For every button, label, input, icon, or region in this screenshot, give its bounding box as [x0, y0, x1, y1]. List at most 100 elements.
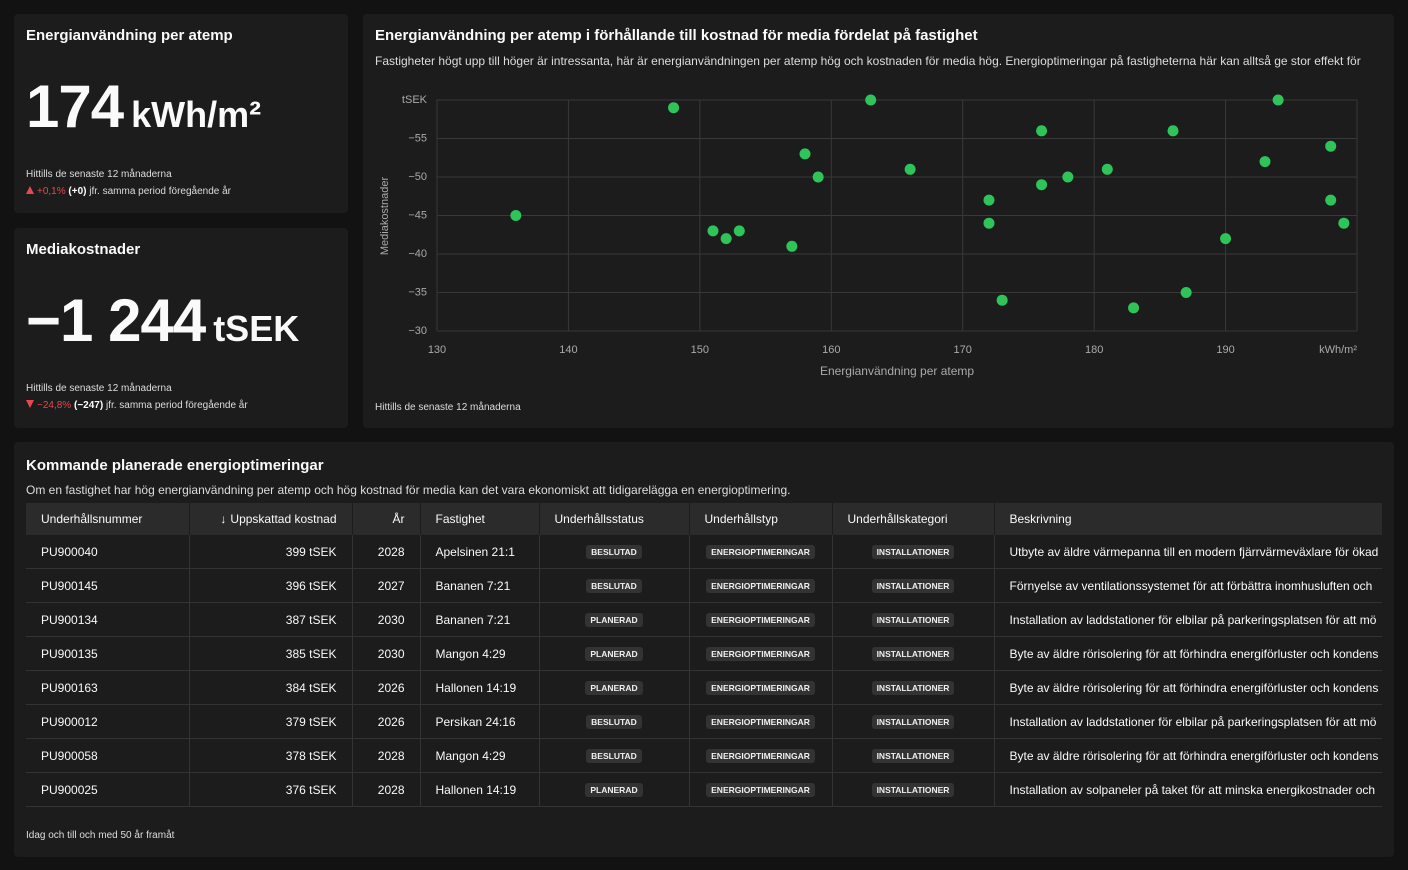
kpi-title: Energianvändning per atemp	[26, 27, 233, 44]
table-cell: 2028	[352, 772, 421, 807]
table-cell: BESLUTAD	[539, 704, 690, 739]
column-header[interactable]: ↓ Uppskattad kostnad	[189, 503, 353, 535]
table-row: PU900145 396 tSEK 2027 Bananen 7:21 BESLUTAD…	[26, 568, 1382, 603]
column-header[interactable]: Beskrivning	[994, 503, 1382, 535]
table-cell: ENERGIOPTIMERINGAR	[689, 602, 833, 637]
table-cell: 384 tSEK	[189, 670, 353, 705]
data-point	[1036, 179, 1048, 191]
badge: ENERGIOPTIMERINGAR	[706, 647, 815, 661]
table-cell: 2028	[352, 738, 421, 773]
table-row: PU900058 378 tSEK 2028 Mangon 4:29 BESLUTAD E…	[26, 738, 1382, 773]
data-point	[1220, 233, 1232, 245]
table-cell: ENERGIOPTIMERINGAR	[689, 568, 833, 603]
x-tick-label: kWh/m²	[1319, 344, 1357, 356]
table-cell: Installation av solpaneler på taket för …	[994, 772, 1382, 807]
column-header[interactable]: Underhållstyp	[689, 503, 833, 535]
column-label: Underhållsstatus	[554, 512, 644, 526]
x-tick-label: 150	[691, 344, 709, 356]
badge: ENERGIOPTIMERINGAR	[706, 783, 815, 797]
data-point	[996, 294, 1008, 306]
table-cell: Byte av äldre rörisolering för att förhi…	[994, 636, 1382, 671]
table-cell: Bananen 7:21	[420, 602, 540, 637]
table-cell: 2030	[352, 602, 421, 637]
column-header[interactable]: Underhållsstatus	[539, 503, 690, 535]
y-tick-label: −45	[408, 209, 427, 221]
x-axis-label: Energianvändning per atemp	[820, 364, 974, 378]
x-tick-label: 160	[822, 344, 840, 356]
y-tick-label: −35	[408, 286, 427, 298]
table-cell: Mangon 4:29	[420, 738, 540, 773]
sort-icon: ↓	[220, 512, 227, 526]
table-cell: PLANERAD	[539, 670, 690, 705]
data-point	[733, 225, 745, 237]
badge: BESLUTAD	[586, 579, 642, 593]
table-cell: ENERGIOPTIMERINGAR	[689, 535, 833, 569]
data-point	[1272, 94, 1284, 106]
table-cell: ENERGIOPTIMERINGAR	[689, 738, 833, 773]
chart-title: Energianvändning per atemp i förhållande…	[375, 27, 978, 44]
kpi-delta: +0,1% (+0) jfr. samma period föregående …	[26, 186, 231, 197]
badge: ENERGIOPTIMERINGAR	[706, 579, 815, 593]
table-cell: Mangon 4:29	[420, 636, 540, 671]
data-point	[1101, 163, 1113, 175]
table-subtitle: Om en fastighet har hög energianvändning…	[26, 483, 791, 497]
kpi-card: Mediakostnader −1 244 tSEK Hittills de se…	[14, 228, 348, 428]
table-cell: ENERGIOPTIMERINGAR	[689, 772, 833, 807]
data-point	[812, 171, 824, 183]
badge: PLANERAD	[585, 783, 643, 797]
x-tick-label: 170	[954, 344, 972, 356]
data-point	[1180, 287, 1192, 298]
table-cell: ENERGIOPTIMERINGAR	[689, 704, 833, 739]
table-cell: PU900025	[26, 772, 190, 807]
chart-card: Energianvändning per atemp i förhållande…	[363, 14, 1394, 428]
badge: ENERGIOPTIMERINGAR	[706, 681, 815, 695]
data-point	[1325, 194, 1337, 206]
y-tick-label: −30	[408, 325, 427, 337]
table-footnote: Idag och till och med 50 år framåt	[26, 830, 175, 841]
badge: INSTALLATIONER	[871, 545, 955, 559]
table-cell: Hallonen 14:19	[420, 670, 540, 705]
table-cell: BESLUTAD	[539, 535, 690, 569]
data-table: Underhållsnummer ↓ Uppskattad kostnad År Fas…	[26, 503, 1382, 807]
badge: BESLUTAD	[586, 715, 642, 729]
delta-pct: −24,8%	[37, 400, 72, 411]
data-point	[1325, 140, 1337, 152]
table-cell: BESLUTAD	[539, 738, 690, 773]
table-row: PU900040 399 tSEK 2028 Apelsinen 21:1 BESLUT…	[26, 535, 1382, 569]
column-label: Uppskattad kostnad	[230, 512, 337, 526]
x-tick-label: 190	[1216, 344, 1234, 356]
delta-abs: (−247)	[73, 400, 104, 411]
column-label: Underhållsnummer	[41, 512, 143, 526]
delta-comparison: jfr. samma period föregående år	[105, 400, 248, 411]
table-cell: PU900135	[26, 636, 190, 671]
data-point	[1259, 156, 1271, 168]
badge: ENERGIOPTIMERINGAR	[706, 749, 815, 763]
table-cell: BESLUTAD	[539, 568, 690, 603]
column-header[interactable]: Underhållskategori	[832, 503, 995, 535]
table-cell: PU900145	[26, 568, 190, 603]
table-cell: PU900012	[26, 704, 190, 739]
table-cell: INSTALLATIONER	[832, 738, 995, 773]
table-cell: PU900058	[26, 738, 190, 773]
table-cell: 2027	[352, 568, 421, 603]
badge: INSTALLATIONER	[871, 783, 955, 797]
badge: INSTALLATIONER	[871, 749, 955, 763]
chart-subtitle: Fastigheter högt upp till höger är intre…	[375, 54, 1361, 68]
table-row: PU900163 384 tSEK 2026 Hallonen 14:19 PLANER…	[26, 670, 1382, 705]
kpi-unit: tSEK	[213, 308, 300, 349]
badge: PLANERAD	[585, 647, 643, 661]
data-point	[510, 210, 522, 221]
column-header[interactable]: Fastighet	[420, 503, 540, 535]
table-row: PU900012 379 tSEK 2026 Persikan 24:16 BESLUT…	[26, 704, 1382, 739]
table-cell: PU900040	[26, 535, 190, 569]
column-label: Underhållskategori	[847, 512, 948, 526]
column-header[interactable]: År	[352, 503, 421, 535]
badge: PLANERAD	[585, 613, 643, 627]
kpi-card: Energianvändning per atemp 174 kWh/m² Hit…	[14, 14, 348, 213]
table-cell: Bananen 7:21	[420, 568, 540, 603]
table-cell: 379 tSEK	[189, 704, 353, 739]
column-header[interactable]: Underhållsnummer	[26, 503, 190, 535]
table-cell: INSTALLATIONER	[832, 670, 995, 705]
delta-arrow	[26, 186, 34, 194]
kpi-title: Mediakostnader	[26, 241, 141, 258]
